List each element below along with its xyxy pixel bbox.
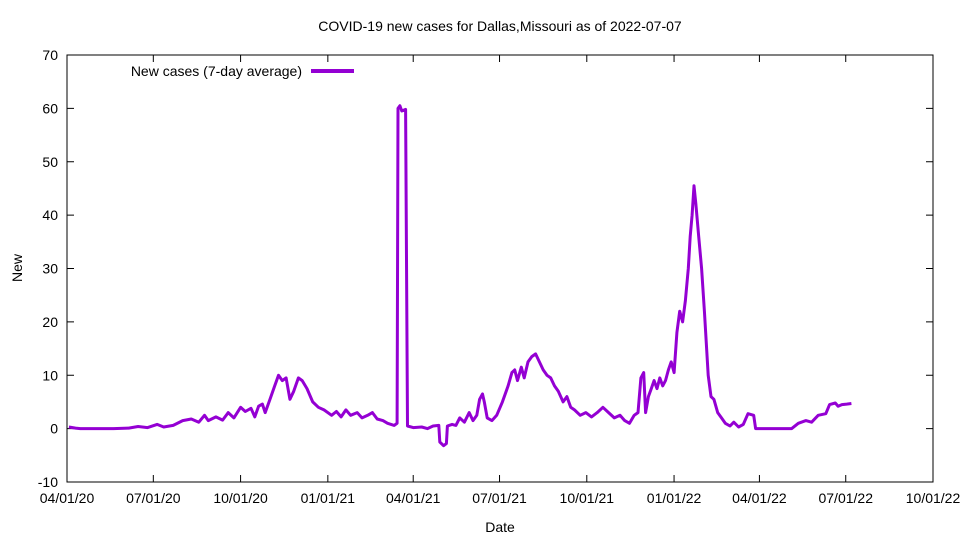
y-axis-ticks: -10 0 10 20 30 40 50 60 70	[38, 47, 933, 490]
x-tick-label: 04/01/21	[386, 490, 441, 506]
x-tick-label: 07/01/20	[126, 490, 181, 506]
series-line	[68, 104, 852, 448]
y-tick-label: 20	[42, 314, 58, 330]
x-axis-title: Date	[485, 519, 515, 535]
x-tick-label: 04/01/20	[40, 490, 95, 506]
x-tick-label: 04/01/22	[732, 490, 787, 506]
y-tick-label: 60	[42, 100, 58, 116]
x-tick-label: 01/01/22	[647, 490, 702, 506]
y-tick-label: 50	[42, 154, 58, 170]
y-tick-label: 40	[42, 207, 58, 223]
x-tick-label: 10/01/22	[906, 490, 960, 506]
legend-label: New cases (7-day average)	[131, 63, 302, 79]
x-tick-label: 10/01/20	[213, 490, 268, 506]
y-tick-label: 70	[42, 47, 58, 63]
plot-frame	[66, 54, 934, 483]
x-tick-label: 07/01/22	[818, 490, 873, 506]
series-layer	[68, 104, 852, 448]
x-tick-label: 01/01/21	[301, 490, 356, 506]
chart-title: COVID-19 new cases for Dallas,Missouri a…	[318, 18, 682, 34]
legend: New cases (7-day average)	[131, 63, 354, 79]
x-tick-label: 10/01/21	[560, 490, 615, 506]
x-tick-label: 07/01/21	[472, 490, 527, 506]
y-tick-label: 0	[50, 421, 58, 437]
x-axis-ticks: 04/01/20 07/01/20 10/01/20 01/01/21 04/01/21…	[40, 55, 960, 506]
y-tick-label: 30	[42, 261, 58, 277]
y-tick-label: 10	[42, 367, 58, 383]
y-axis-title: New	[9, 253, 25, 282]
y-tick-label: -10	[38, 474, 58, 490]
